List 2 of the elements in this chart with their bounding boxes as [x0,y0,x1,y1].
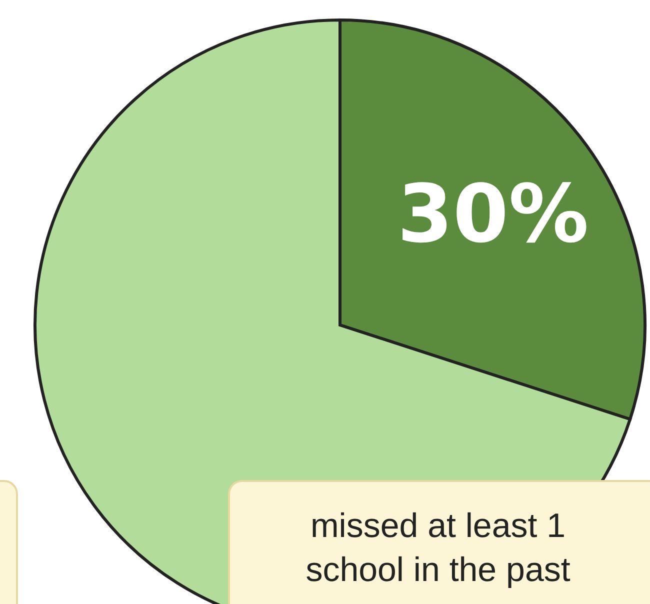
text: missed at least 1 school in the past [228,480,650,604]
data-label: 30% [397,167,589,260]
